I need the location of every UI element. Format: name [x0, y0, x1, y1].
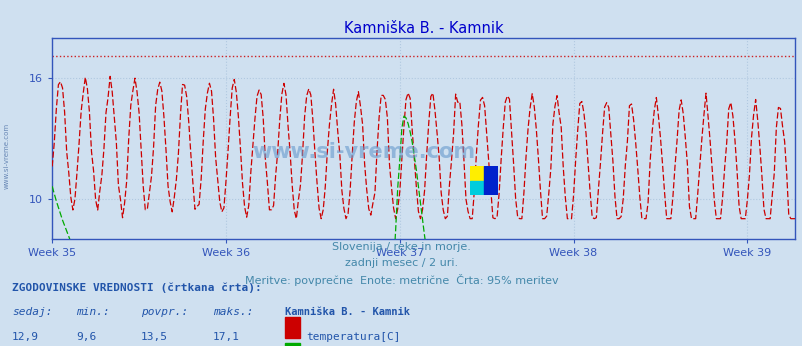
- Polygon shape: [469, 181, 483, 195]
- Polygon shape: [469, 166, 483, 181]
- Text: zadnji mesec / 2 uri.: zadnji mesec / 2 uri.: [345, 258, 457, 268]
- Text: povpr.:: povpr.:: [140, 307, 188, 317]
- Polygon shape: [483, 166, 497, 195]
- Text: temperatura[C]: temperatura[C]: [306, 331, 400, 342]
- Text: www.si-vreme.com: www.si-vreme.com: [253, 143, 475, 163]
- Text: 17,1: 17,1: [213, 331, 240, 342]
- Text: Meritve: povprečne  Enote: metrične  Črta: 95% meritev: Meritve: povprečne Enote: metrične Črta:…: [245, 274, 557, 286]
- Text: sedaj:: sedaj:: [12, 307, 52, 317]
- Text: Kamniška B. - Kamnik: Kamniška B. - Kamnik: [285, 307, 410, 317]
- Title: Kamniška B. - Kamnik: Kamniška B. - Kamnik: [343, 20, 503, 36]
- Text: 13,5: 13,5: [140, 331, 168, 342]
- Text: ZGODOVINSKE VREDNOSTI (črtkana črta):: ZGODOVINSKE VREDNOSTI (črtkana črta):: [12, 282, 261, 293]
- Bar: [285, 317, 299, 338]
- Text: Slovenija / reke in morje.: Slovenija / reke in morje.: [332, 243, 470, 253]
- Text: 12,9: 12,9: [12, 331, 39, 342]
- Text: www.si-vreme.com: www.si-vreme.com: [3, 122, 10, 189]
- Text: min.:: min.:: [76, 307, 110, 317]
- Text: 9,6: 9,6: [76, 331, 96, 342]
- Bar: [285, 343, 299, 346]
- Text: maks.:: maks.:: [213, 307, 253, 317]
